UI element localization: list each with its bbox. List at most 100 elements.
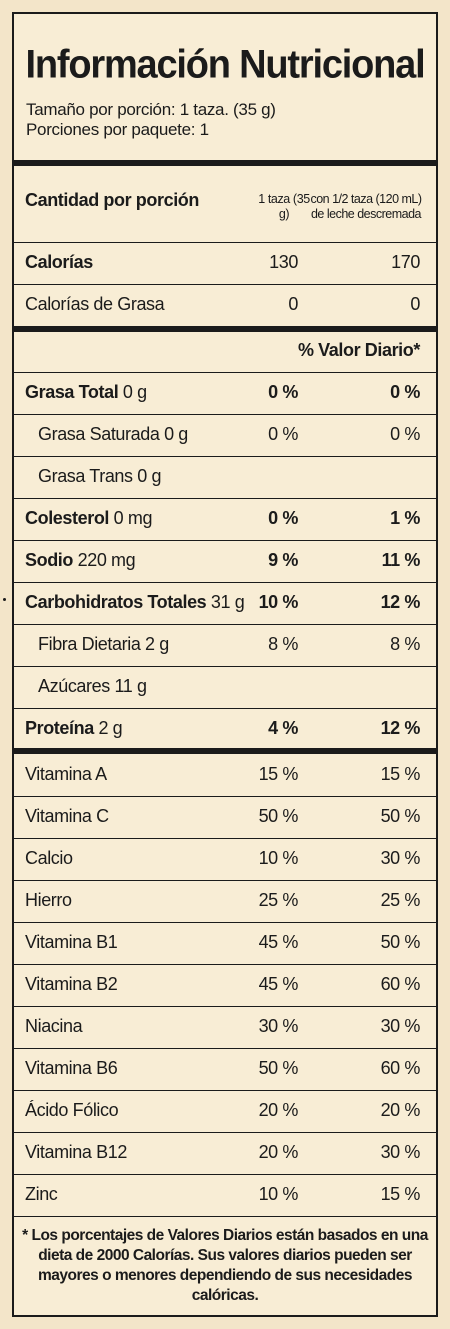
nutrient-amount: 31 g xyxy=(210,592,245,612)
vitamin-row: Zinc 10 % 15 % xyxy=(14,1174,436,1216)
vitamin-row: Vitamina B6 50 % 60 % xyxy=(14,1048,436,1090)
column-header-with-milk: con 1/2 taza (120 mL) de leche descremad… xyxy=(310,192,422,221)
divider xyxy=(14,326,436,332)
serving-info: Tamaño por porción: 1 taza. (35 g) Porci… xyxy=(26,100,276,140)
vitamin-row: Vitamina C 50 % 50 % xyxy=(14,796,436,838)
divider-thick xyxy=(14,160,436,166)
row-label: Fibra Dietaria 2 g xyxy=(38,634,169,655)
value-with-milk: 20 % xyxy=(380,1100,421,1120)
row-label: Vitamina B1 xyxy=(25,932,118,953)
divider-thin xyxy=(14,456,436,457)
nutrient-name: Grasa Saturada xyxy=(38,424,160,444)
row-label: Grasa Trans 0 g xyxy=(38,466,161,487)
nutrient-name: Niacina xyxy=(25,1016,83,1036)
nutrient-name: Grasa Trans xyxy=(38,466,133,486)
nutrient-name: Proteína xyxy=(25,718,94,738)
daily-value-header: % Valor Diario* xyxy=(297,340,420,360)
row-label: Calorías xyxy=(25,252,93,273)
value-with-milk: 30 % xyxy=(380,1142,421,1162)
value-cereal: 50 % xyxy=(258,1058,299,1078)
daily-value-header-row: % Valor Diario* xyxy=(14,330,436,372)
row-label: Grasa Total 0 g xyxy=(25,382,147,403)
label-title: Información Nutricional xyxy=(25,42,426,88)
divider-thin xyxy=(14,242,436,243)
vitamin-row: Niacina 30 % 30 % xyxy=(14,1006,436,1048)
value-with-milk: 15 % xyxy=(380,1184,421,1204)
value-with-milk: 170 xyxy=(391,252,420,272)
nutrient-name: Calcio xyxy=(25,848,73,868)
value-with-milk: 1 % xyxy=(390,508,420,528)
nutrient-name: Calorías de Grasa xyxy=(25,294,165,314)
nutrient-amount: 2 g xyxy=(98,718,123,738)
vitamin-row: Ácido Fólico 20 % 20 % xyxy=(14,1090,436,1132)
divider-thin xyxy=(14,964,436,965)
nutrient-amount: 0 g xyxy=(137,466,162,486)
column-header-cereal: 1 taza (35 g) xyxy=(258,192,310,221)
row-label: Grasa Saturada 0 g xyxy=(38,424,188,445)
nutrient-name: Ácido Fólico xyxy=(25,1100,119,1120)
row-label: Vitamina B2 xyxy=(25,974,118,995)
amount-per-serving-label: Cantidad por porción xyxy=(25,190,199,210)
calories-row: Calorías de Grasa 0 0 xyxy=(14,284,436,326)
nutrient-amount: 2 g xyxy=(145,634,169,654)
row-label: Calcio xyxy=(25,848,73,869)
divider-thin xyxy=(14,922,436,923)
value-cereal: 20 % xyxy=(258,1142,299,1162)
nutrient-row: Proteína 2 g 4 % 12 % xyxy=(14,708,436,750)
row-label: Zinc xyxy=(25,1184,58,1205)
vitamin-row: Hierro 25 % 25 % xyxy=(14,880,436,922)
divider-thin xyxy=(14,372,436,373)
divider-thin xyxy=(14,1132,436,1133)
value-cereal: 25 % xyxy=(258,890,299,910)
value-cereal: 4 % xyxy=(268,718,298,738)
nutrient-row: Sodio 220 mg 9 % 11 % xyxy=(14,540,436,582)
divider-thin xyxy=(14,796,436,797)
nutrient-name: Azúcares xyxy=(38,676,110,696)
nutrient-name: Hierro xyxy=(25,890,72,910)
divider-thin xyxy=(14,838,436,839)
value-cereal: 50 % xyxy=(258,806,299,826)
row-label: Vitamina A xyxy=(25,764,107,785)
divider-thin xyxy=(14,880,436,881)
nutrient-row: Grasa Saturada 0 g 0 % 0 % xyxy=(14,414,436,456)
nutrient-name: Fibra Dietaria xyxy=(38,634,141,654)
row-label: Carbohidratos Totales 31 g xyxy=(25,592,245,613)
value-cereal: 15 % xyxy=(258,764,299,784)
row-label: Proteína 2 g xyxy=(25,718,123,739)
nutrient-name: Colesterol xyxy=(25,508,110,528)
footnote: * Los porcentajes de Valores Diarios est… xyxy=(22,1227,428,1304)
value-cereal: 9 % xyxy=(268,550,298,570)
nutrient-name: Vitamina B2 xyxy=(25,974,118,994)
divider xyxy=(14,284,436,285)
nutrient-name: Vitamina A xyxy=(25,764,107,784)
vitamin-row: Vitamina A 15 % 15 % xyxy=(14,754,436,796)
nutrient-name: Grasa Total xyxy=(25,382,119,402)
row-label: Sodio 220 mg xyxy=(25,550,136,571)
value-cereal: 8 % xyxy=(268,634,298,654)
nutrient-name: Vitamina B6 xyxy=(25,1058,118,1078)
value-cereal: 45 % xyxy=(258,974,299,994)
value-cereal: 20 % xyxy=(258,1100,299,1120)
nutrient-row: Grasa Trans 0 g xyxy=(14,456,436,498)
divider-thin xyxy=(14,540,436,541)
serving-size: Tamaño por porción: 1 taza. (35 g) xyxy=(26,100,276,119)
value-with-milk: 50 % xyxy=(380,932,421,952)
row-label: Ácido Fólico xyxy=(25,1100,119,1121)
value-cereal: 10 % xyxy=(258,592,299,612)
nutrition-facts-panel: Información Nutricional Tamaño por porci… xyxy=(12,12,438,1317)
vitamin-row: Vitamina B2 45 % 60 % xyxy=(14,964,436,1006)
value-with-milk: 30 % xyxy=(380,1016,421,1036)
value-cereal: 10 % xyxy=(258,1184,299,1204)
divider-thick xyxy=(14,748,436,754)
value-cereal: 10 % xyxy=(258,848,299,868)
value-with-milk: 8 % xyxy=(390,634,420,654)
nutrient-amount: 0 g xyxy=(122,382,147,402)
divider-thin xyxy=(14,498,436,499)
value-with-milk: 0 xyxy=(410,294,420,314)
nutrient-amount: 11 g xyxy=(114,676,147,696)
value-with-milk: 60 % xyxy=(380,1058,421,1078)
nutrient-row: Carbohidratos Totales 31 g 10 % 12 % xyxy=(14,582,436,624)
vitamin-row: Calcio 10 % 30 % xyxy=(14,838,436,880)
divider-thin xyxy=(14,708,436,709)
stray-dot xyxy=(3,598,6,601)
